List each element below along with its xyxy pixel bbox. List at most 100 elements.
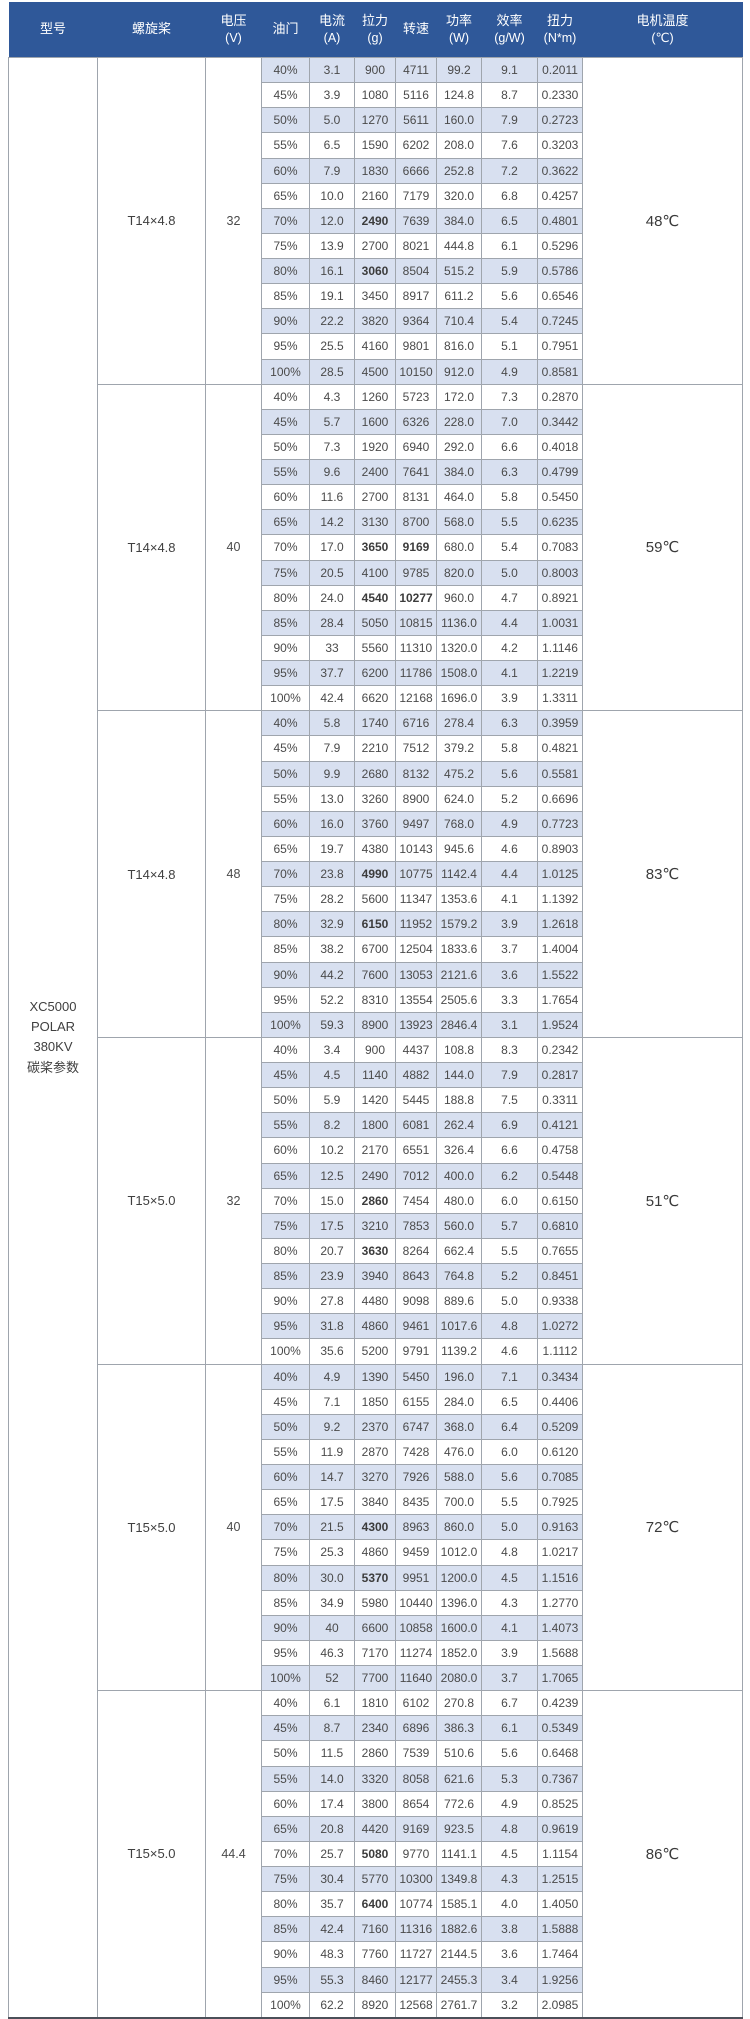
cell-power: 1852.0 bbox=[436, 1639, 482, 1667]
cell-thrust: 3450 bbox=[354, 283, 396, 310]
cell-current: 10.2 bbox=[309, 1137, 355, 1164]
table-row: 80% 20.7 3630 8264 662.4 5.5 0.7655 bbox=[9, 1237, 743, 1265]
table-row: 70% 12.0 2490 7639 384.0 6.5 0.4801 bbox=[9, 207, 743, 234]
cell-rpm: 8963 bbox=[395, 1514, 437, 1541]
cell-current: 22.2 bbox=[309, 308, 355, 335]
column-header-unit: (A) bbox=[323, 30, 341, 45]
cell-rpm: 8021 bbox=[395, 232, 437, 260]
cell-power: 292.0 bbox=[436, 433, 482, 461]
table-row: 50% 7.3 1920 6940 292.0 6.6 0.4018 bbox=[9, 433, 743, 461]
cell-efficiency: 6.4 bbox=[481, 1413, 538, 1440]
cell-current: 13.9 bbox=[309, 232, 355, 260]
cell-torque: 2.0985 bbox=[537, 1991, 583, 2019]
cell-throttle: 45% bbox=[261, 1388, 310, 1415]
cell-power: 1139.2 bbox=[436, 1338, 482, 1365]
table-row: 65% 20.8 4420 9169 923.5 4.8 0.9619 bbox=[9, 1815, 743, 1842]
cell-throttle: 85% bbox=[261, 936, 310, 963]
cell-rpm: 5611 bbox=[395, 107, 437, 134]
cell-thrust: 5560 bbox=[354, 634, 396, 662]
cell-efficiency: 4.6 bbox=[481, 1338, 538, 1365]
cell-voltage: 32 bbox=[205, 1036, 262, 1365]
cell-current: 4.3 bbox=[309, 383, 355, 410]
cell-power: 1600.0 bbox=[436, 1614, 482, 1641]
cell-throttle: 50% bbox=[261, 760, 310, 787]
cell-current: 30.4 bbox=[309, 1865, 355, 1893]
cell-torque: 0.8903 bbox=[537, 835, 583, 863]
cell-throttle: 55% bbox=[261, 1112, 310, 1139]
cell-torque: 0.9619 bbox=[537, 1815, 583, 1842]
cell-power: 860.0 bbox=[436, 1514, 482, 1541]
cell-rpm: 8058 bbox=[395, 1765, 437, 1792]
cell-torque: 0.6235 bbox=[537, 509, 583, 536]
cell-throttle: 75% bbox=[261, 1865, 310, 1893]
table-row: 80% 32.9 6150 11952 1579.2 3.9 1.2618 bbox=[9, 911, 743, 938]
cell-thrust: 3630 bbox=[354, 1237, 396, 1265]
cell-power: 764.8 bbox=[436, 1262, 482, 1290]
cell-efficiency: 4.8 bbox=[481, 1313, 538, 1340]
cell-current: 7.3 bbox=[309, 433, 355, 461]
table-row: 65% 12.5 2490 7012 400.0 6.2 0.5448 bbox=[9, 1162, 743, 1189]
cell-torque: 0.4239 bbox=[537, 1690, 583, 1717]
cell-efficiency: 7.5 bbox=[481, 1087, 538, 1114]
cell-power: 2455.3 bbox=[436, 1966, 482, 1993]
cell-power: 400.0 bbox=[436, 1162, 482, 1189]
table-row: 80% 16.1 3060 8504 515.2 5.9 0.5786 bbox=[9, 257, 743, 285]
cell-current: 31.8 bbox=[309, 1313, 355, 1340]
cell-thrust: 1800 bbox=[354, 1112, 396, 1139]
cell-torque: 1.1392 bbox=[537, 886, 583, 913]
cell-current: 3.4 bbox=[309, 1036, 355, 1064]
cell-throttle: 50% bbox=[261, 1740, 310, 1767]
cell-power: 1142.4 bbox=[436, 860, 482, 888]
cell-current: 4.9 bbox=[309, 1363, 355, 1390]
cell-efficiency: 4.8 bbox=[481, 1539, 538, 1566]
cell-torque: 1.9256 bbox=[537, 1966, 583, 1993]
column-header-unit: (N*m) bbox=[543, 30, 577, 45]
cell-thrust: 8920 bbox=[354, 1991, 396, 2019]
cell-efficiency: 3.7 bbox=[481, 936, 538, 963]
cell-temperature: 48℃ bbox=[582, 57, 743, 385]
cell-current: 27.8 bbox=[309, 1288, 355, 1315]
cell-throttle: 70% bbox=[261, 1840, 310, 1868]
cell-rpm: 13554 bbox=[395, 986, 437, 1013]
cell-thrust: 3820 bbox=[354, 308, 396, 335]
cell-voltage: 40 bbox=[205, 1363, 262, 1692]
cell-efficiency: 5.6 bbox=[481, 283, 538, 310]
cell-current: 30.0 bbox=[309, 1564, 355, 1591]
cell-rpm: 9497 bbox=[395, 810, 437, 837]
cell-current: 23.8 bbox=[309, 860, 355, 888]
cell-current: 62.2 bbox=[309, 1991, 355, 2019]
cell-power: 1585.1 bbox=[436, 1891, 482, 1918]
cell-thrust: 6200 bbox=[354, 659, 396, 687]
table-row: 95% 37.7 6200 11786 1508.0 4.1 1.2219 bbox=[9, 659, 743, 687]
cell-efficiency: 3.6 bbox=[481, 1941, 538, 1968]
cell-power: 1141.1 bbox=[436, 1840, 482, 1868]
cell-power: 284.0 bbox=[436, 1388, 482, 1415]
cell-torque: 1.7065 bbox=[537, 1664, 583, 1692]
cell-rpm: 6666 bbox=[395, 157, 437, 184]
cell-current: 11.5 bbox=[309, 1740, 355, 1767]
cell-rpm: 9459 bbox=[395, 1539, 437, 1566]
cell-current: 14.2 bbox=[309, 509, 355, 536]
cell-current: 9.6 bbox=[309, 458, 355, 486]
cell-rpm: 6940 bbox=[395, 433, 437, 461]
cell-rpm: 9791 bbox=[395, 1338, 437, 1365]
cell-thrust: 6400 bbox=[354, 1891, 396, 1918]
cell-power: 945.6 bbox=[436, 835, 482, 863]
cell-current: 40 bbox=[309, 1614, 355, 1641]
cell-power: 476.0 bbox=[436, 1438, 482, 1466]
cell-throttle: 100% bbox=[261, 1664, 310, 1692]
cell-current: 42.4 bbox=[309, 1916, 355, 1943]
cell-current: 33 bbox=[309, 634, 355, 662]
cell-efficiency: 5.9 bbox=[481, 257, 538, 285]
cell-thrust: 7160 bbox=[354, 1916, 396, 1943]
cell-efficiency: 5.2 bbox=[481, 1262, 538, 1290]
cell-current: 7.1 bbox=[309, 1388, 355, 1415]
cell-power: 2761.7 bbox=[436, 1991, 482, 2019]
cell-torque: 0.6696 bbox=[537, 785, 583, 812]
cell-current: 21.5 bbox=[309, 1514, 355, 1541]
cell-torque: 0.4801 bbox=[537, 207, 583, 234]
cell-torque: 0.6120 bbox=[537, 1438, 583, 1466]
cell-power: 1012.0 bbox=[436, 1539, 482, 1566]
cell-efficiency: 3.9 bbox=[481, 1639, 538, 1667]
cell-rpm: 6326 bbox=[395, 408, 437, 435]
